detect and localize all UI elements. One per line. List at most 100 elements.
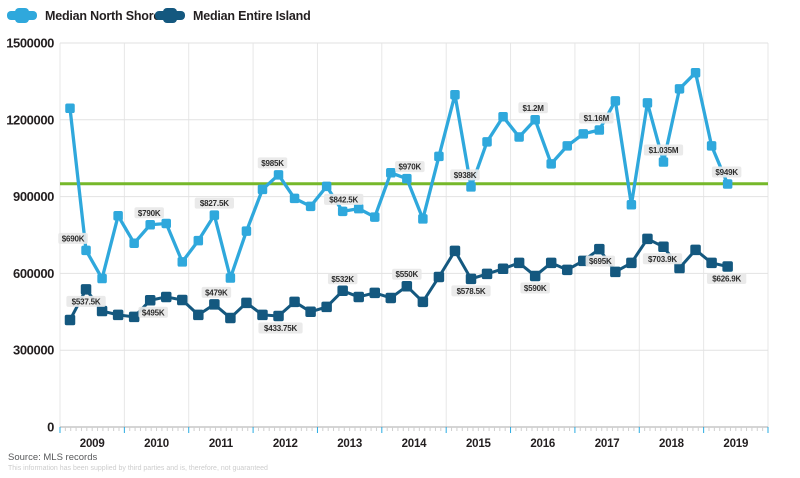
data-label-chip xyxy=(711,166,742,178)
data-label-chip xyxy=(642,253,683,265)
data-point-marker xyxy=(321,181,332,192)
disclaimer-note: This information has been supplied by th… xyxy=(8,465,268,472)
x-axis-year-label: 2014 xyxy=(402,438,428,450)
data-label-chip xyxy=(66,295,106,307)
data-label-chip xyxy=(520,282,550,294)
data-point-marker xyxy=(610,96,621,106)
data-label-chip xyxy=(518,102,548,114)
data-label: $495K xyxy=(142,308,165,317)
legend-label: Median Entire Island xyxy=(193,8,311,23)
data-label: $590K xyxy=(524,284,547,293)
data-point-marker xyxy=(674,262,685,274)
data-label: $695K xyxy=(589,257,612,266)
legend-label: Median North Shore xyxy=(45,8,161,23)
x-axis-year-label: 2009 xyxy=(80,438,105,450)
data-label-chip xyxy=(643,144,684,156)
data-point-marker xyxy=(129,238,139,248)
data-label: $626.9K xyxy=(712,275,741,284)
x-axis-year-label: 2012 xyxy=(273,438,298,450)
data-point-marker xyxy=(112,309,124,321)
y-axis-tick-label: 1200000 xyxy=(6,112,54,127)
data-label-chip xyxy=(579,112,614,124)
data-point-marker xyxy=(465,273,477,285)
data-point-marker xyxy=(80,284,92,295)
data-point-marker xyxy=(386,168,396,178)
data-point-marker xyxy=(642,233,653,245)
data-point-marker xyxy=(289,296,300,308)
data-label: $703.9K xyxy=(648,255,677,264)
data-point-marker xyxy=(529,270,541,282)
data-point-marker xyxy=(433,271,445,283)
data-label: $433.75K xyxy=(264,324,298,333)
x-axis-year-label: 2017 xyxy=(595,438,620,450)
data-label: $1.16M xyxy=(584,114,610,123)
data-point-marker xyxy=(193,309,204,321)
x-axis-year-label: 2018 xyxy=(659,438,685,450)
data-label-chip xyxy=(450,169,480,181)
data-label: $938K xyxy=(454,171,477,180)
data-point-marker xyxy=(402,173,412,184)
data-point-marker xyxy=(257,184,268,195)
data-point-marker xyxy=(289,193,300,204)
data-point-marker xyxy=(321,301,332,313)
y-axis-tick-label: 300000 xyxy=(13,343,54,358)
data-point-marker xyxy=(610,266,621,278)
data-label-chip xyxy=(324,193,364,205)
data-point-marker xyxy=(498,111,508,122)
data-label: $479K xyxy=(205,288,228,297)
data-label: $537.5K xyxy=(72,297,101,306)
entire-island-series-swatch-icon xyxy=(155,8,185,23)
data-label-chip xyxy=(134,207,164,219)
data-point-marker xyxy=(706,257,717,269)
data-point-marker xyxy=(96,305,108,317)
data-label-chip xyxy=(451,285,491,297)
data-point-marker xyxy=(225,312,236,324)
data-point-marker xyxy=(209,299,220,310)
data-label: $842.5K xyxy=(329,195,358,204)
data-point-marker xyxy=(626,257,637,269)
data-point-marker xyxy=(418,214,428,224)
data-point-marker xyxy=(241,226,252,236)
data-point-marker xyxy=(305,201,316,212)
data-point-marker xyxy=(561,264,573,276)
data-point-marker xyxy=(160,291,172,303)
data-point-marker xyxy=(385,292,397,304)
data-point-marker xyxy=(65,103,75,114)
data-point-marker xyxy=(722,179,733,189)
data-point-marker xyxy=(658,157,669,167)
data-point-marker xyxy=(337,206,348,217)
y-axis-tick-label: 900000 xyxy=(13,189,54,204)
data-point-marker xyxy=(337,285,348,297)
series-line-north-shore xyxy=(68,71,730,281)
x-axis-year-label: 2015 xyxy=(466,438,492,450)
data-label-chip xyxy=(257,157,288,169)
data-point-marker xyxy=(497,263,509,275)
data-label: $985K xyxy=(261,159,284,168)
data-point-marker xyxy=(658,241,669,253)
source-note: Source: MLS records xyxy=(8,452,98,463)
data-point-marker xyxy=(562,141,572,151)
data-label-chip xyxy=(58,232,88,244)
data-point-marker xyxy=(706,141,717,151)
data-point-marker xyxy=(674,84,685,94)
data-point-marker xyxy=(481,268,493,280)
data-label: $827.5K xyxy=(200,199,229,208)
data-point-marker xyxy=(450,89,460,100)
data-point-marker xyxy=(241,297,252,309)
y-axis-tick-label: 1500000 xyxy=(6,36,54,51)
x-axis-year-label: 2011 xyxy=(209,438,234,450)
data-label: $970K xyxy=(399,163,422,172)
data-label: $790K xyxy=(138,209,161,218)
data-point-marker xyxy=(273,170,284,180)
x-axis-year-label: 2016 xyxy=(530,438,555,450)
data-point-marker xyxy=(594,125,605,135)
data-point-marker xyxy=(113,211,123,221)
data-point-marker xyxy=(145,220,155,230)
data-label-chip xyxy=(585,255,616,267)
data-label: $690K xyxy=(62,234,85,243)
data-point-marker xyxy=(353,203,364,214)
data-point-marker xyxy=(690,244,701,256)
data-point-marker xyxy=(128,311,140,323)
